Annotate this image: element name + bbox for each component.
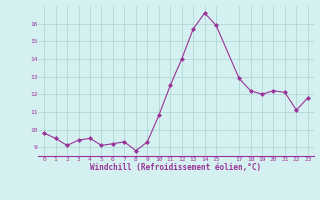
X-axis label: Windchill (Refroidissement éolien,°C): Windchill (Refroidissement éolien,°C) (91, 163, 261, 172)
